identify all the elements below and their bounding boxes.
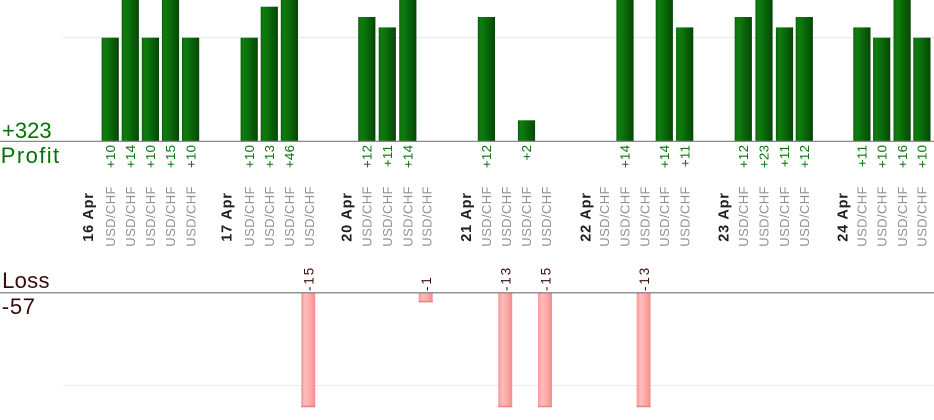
svg-text:-15: -15 (302, 266, 317, 291)
svg-text:USD/CHF: USD/CHF (519, 186, 534, 247)
svg-text:+2: +2 (519, 145, 534, 161)
svg-text:USD/CHF: USD/CHF (797, 186, 812, 247)
svg-text:+14: +14 (401, 145, 416, 168)
svg-text:+12: +12 (360, 145, 375, 168)
svg-text:+14: +14 (618, 145, 633, 168)
svg-text:USD/CHF: USD/CHF (420, 186, 435, 247)
svg-text:22 Apr: 22 Apr (579, 192, 595, 241)
svg-text:USD/CHF: USD/CHF (539, 186, 554, 247)
svg-text:+11: +11 (855, 145, 870, 167)
svg-text:-57: -57 (2, 294, 36, 319)
svg-text:+10: +10 (915, 145, 930, 168)
svg-text:USD/CHF: USD/CHF (757, 186, 772, 247)
svg-text:USD/CHF: USD/CHF (915, 186, 930, 247)
svg-text:-13: -13 (637, 266, 652, 291)
svg-text:23 Apr: 23 Apr (717, 192, 733, 241)
svg-text:+14: +14 (657, 145, 672, 168)
svg-text:+14: +14 (123, 145, 138, 168)
svg-text:USD/CHF: USD/CHF (143, 186, 158, 247)
svg-text:USD/CHF: USD/CHF (895, 186, 910, 247)
svg-text:+46: +46 (282, 145, 297, 168)
svg-text:USD/CHF: USD/CHF (360, 186, 375, 247)
svg-text:16 Apr: 16 Apr (81, 192, 97, 241)
svg-text:+10: +10 (183, 145, 198, 168)
svg-text:+323: +323 (2, 118, 52, 143)
svg-text:USD/CHF: USD/CHF (677, 186, 692, 247)
svg-text:USD/CHF: USD/CHF (123, 186, 138, 247)
svg-text:Loss: Loss (2, 268, 50, 293)
svg-text:-1: -1 (419, 275, 434, 291)
svg-text:+12: +12 (797, 145, 812, 168)
svg-text:+10: +10 (242, 145, 257, 168)
svg-text:USD/CHF: USD/CHF (874, 186, 889, 247)
svg-text:USD/CHF: USD/CHF (736, 186, 751, 247)
svg-text:+16: +16 (895, 145, 910, 168)
svg-text:17 Apr: 17 Apr (219, 192, 235, 241)
svg-text:-13: -13 (499, 266, 514, 291)
svg-text:USD/CHF: USD/CHF (262, 186, 277, 247)
svg-text:USD/CHF: USD/CHF (302, 186, 317, 247)
svg-text:USD/CHF: USD/CHF (380, 186, 395, 247)
svg-text:USD/CHF: USD/CHF (657, 186, 672, 247)
svg-text:+10: +10 (103, 145, 118, 168)
svg-text:USD/CHF: USD/CHF (282, 186, 297, 247)
svg-text:Profit: Profit (1, 143, 61, 168)
svg-text:USD/CHF: USD/CHF (855, 186, 870, 247)
svg-text:+11: +11 (677, 145, 692, 167)
svg-text:+11: +11 (380, 145, 395, 167)
svg-text:20 Apr: 20 Apr (340, 192, 356, 241)
svg-text:+11: +11 (777, 145, 792, 167)
svg-text:-15: -15 (538, 266, 553, 291)
svg-text:21 Apr: 21 Apr (459, 192, 475, 241)
svg-text:+10: +10 (143, 145, 158, 168)
svg-text:+12: +12 (479, 145, 494, 168)
svg-text:USD/CHF: USD/CHF (103, 186, 118, 247)
svg-text:+10: +10 (874, 145, 889, 168)
svg-text:USD/CHF: USD/CHF (183, 186, 198, 247)
svg-text:USD/CHF: USD/CHF (638, 186, 653, 247)
svg-text:USD/CHF: USD/CHF (242, 186, 257, 247)
svg-text:USD/CHF: USD/CHF (479, 186, 494, 247)
svg-text:USD/CHF: USD/CHF (499, 186, 514, 247)
svg-text:+13: +13 (262, 145, 277, 168)
svg-text:USD/CHF: USD/CHF (597, 186, 612, 247)
svg-text:USD/CHF: USD/CHF (163, 186, 178, 247)
svg-text:USD/CHF: USD/CHF (618, 186, 633, 247)
svg-text:USD/CHF: USD/CHF (401, 186, 416, 247)
svg-text:+15: +15 (163, 145, 178, 168)
svg-text:+12: +12 (736, 145, 751, 168)
svg-text:USD/CHF: USD/CHF (777, 186, 792, 247)
svg-text:+23: +23 (757, 145, 772, 168)
svg-text:24 Apr: 24 Apr (835, 192, 851, 241)
